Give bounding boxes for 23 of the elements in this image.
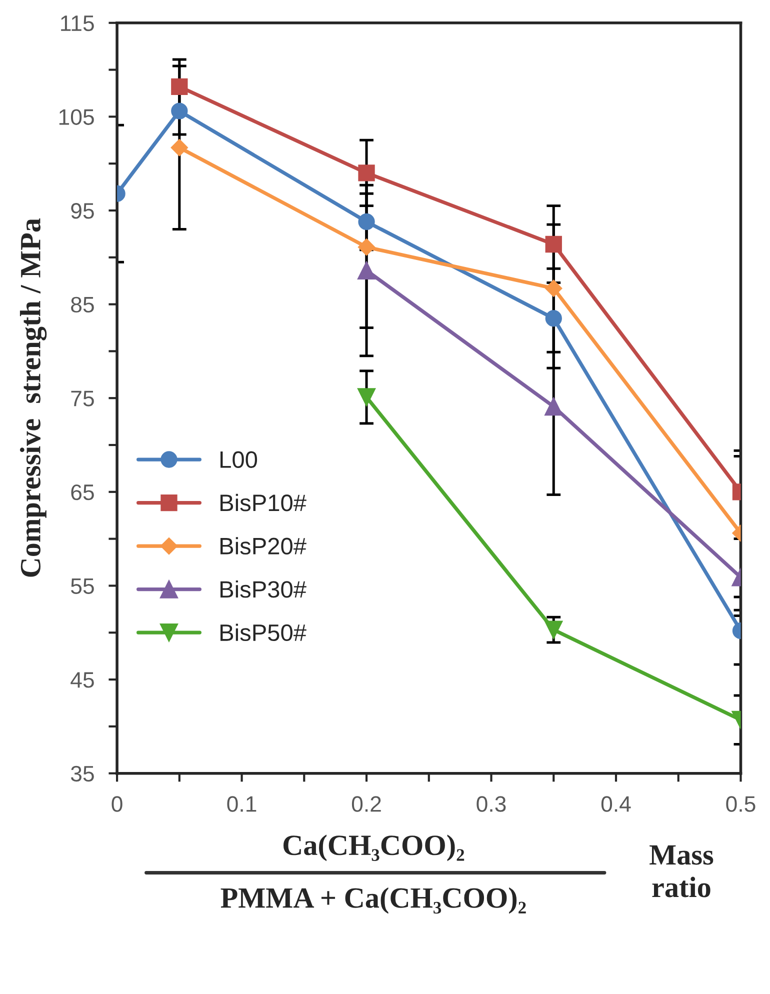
y-tick-label: 75 bbox=[71, 390, 94, 406]
y-tick-label: 85 bbox=[71, 296, 94, 313]
y-tick-label: 65 bbox=[71, 484, 94, 500]
y-tick-label: 35 bbox=[70, 766, 94, 782]
x-tick-label: 0.3 bbox=[476, 796, 506, 812]
text: Mass ratio bbox=[650, 845, 714, 898]
y-tick-label: 95 bbox=[71, 203, 94, 219]
x-axis-title: Ca(CH₃COO)₂ PMMA + Ca(CH₃COO)₂ bbox=[220, 834, 526, 914]
x-tick-label: 0.1 bbox=[227, 796, 256, 812]
legend-label: BisP20# bbox=[220, 537, 306, 555]
y-tick-label: 45 bbox=[70, 672, 94, 688]
y-axis-title: Compressive strength / MPa bbox=[20, 218, 47, 577]
x-tick-label: 0.4 bbox=[601, 796, 631, 812]
x-tick-label: 0 bbox=[112, 796, 122, 812]
y-tick-label: 105 bbox=[59, 109, 94, 125]
legend-label: BisP50# bbox=[220, 624, 306, 642]
x-tick-label: 0.5 bbox=[726, 796, 756, 812]
legend-label: BisP30# bbox=[220, 580, 306, 598]
legend-label: BisP10# bbox=[220, 494, 306, 512]
y-tick-label: 55 bbox=[70, 578, 94, 594]
y-tick-label: 115 bbox=[61, 16, 94, 32]
legend-label: L00 bbox=[220, 451, 258, 468]
x-tick-label: 0.2 bbox=[352, 796, 381, 812]
